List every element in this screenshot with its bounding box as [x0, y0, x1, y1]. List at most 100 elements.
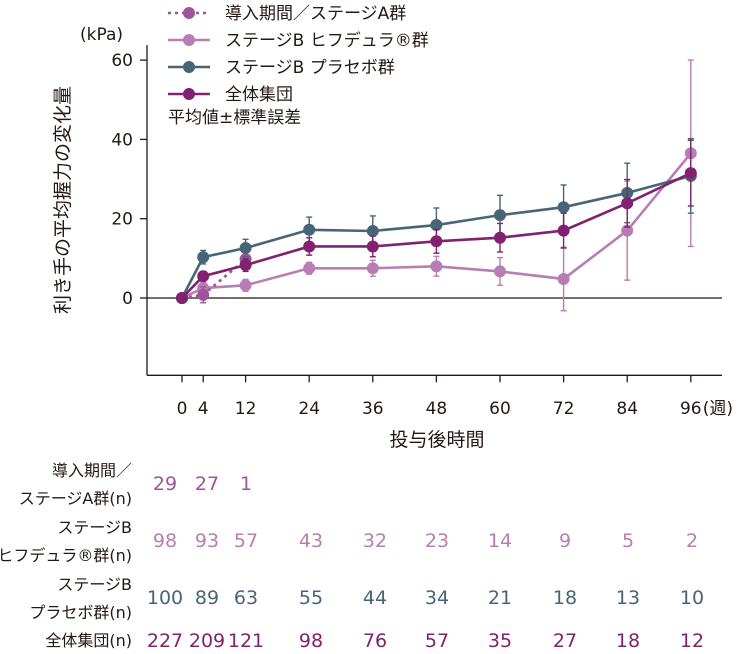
- n-value: 100: [147, 587, 183, 609]
- y-unit-label: (kPa): [80, 25, 123, 45]
- data-point: [494, 231, 506, 244]
- table-row: ステージB ヒフデュラ®群(n) 98 93 57 43 32 23 14 9 5 2: [0, 518, 698, 565]
- n-value: 44: [363, 587, 387, 609]
- n-value: 23: [425, 530, 449, 552]
- data-point: [494, 209, 506, 222]
- data-point: [239, 279, 252, 292]
- data-point: [430, 260, 443, 273]
- legend-label: 全体集団: [225, 85, 293, 105]
- x-tick-label: 72: [553, 399, 575, 419]
- row-label: ヒフデュラ®群(n): [0, 546, 132, 565]
- data-point: [557, 272, 570, 285]
- n-value: 9: [559, 530, 571, 552]
- n-value: 12: [680, 630, 704, 650]
- data-point: [366, 224, 379, 237]
- n-value: 34: [425, 587, 449, 609]
- data-point: [621, 197, 634, 210]
- x-tick-label: 12: [235, 399, 257, 419]
- x-tick-label: 4: [198, 399, 209, 419]
- x-tick-label: 60: [489, 399, 511, 419]
- n-value: 57: [425, 630, 449, 650]
- n-value: 55: [299, 587, 323, 609]
- data-point: [366, 240, 379, 253]
- table-row: ステージB プラセボ群(n) 100 89 63 55 44 34 21 18 13 10: [29, 575, 704, 622]
- data-point: [557, 201, 570, 214]
- plot-area: [176, 59, 697, 312]
- data-point: [366, 262, 379, 275]
- data-point: [494, 265, 506, 278]
- data-point: [303, 240, 316, 253]
- legend-marker: [183, 61, 195, 73]
- series-line: [181, 152, 692, 300]
- series-line: [181, 171, 692, 299]
- n-value: 98: [299, 630, 323, 650]
- x-unit-label: (週): [703, 399, 733, 419]
- y-axis-label: 利き手の平均握力の変化量: [52, 86, 74, 314]
- error-note: 平均値±標準誤差: [168, 108, 301, 128]
- x-tick-label: 48: [426, 399, 448, 419]
- n-value: 5: [622, 530, 634, 552]
- n-value: 29: [153, 473, 177, 495]
- n-value: 35: [488, 630, 512, 650]
- n-value: 121: [228, 630, 264, 650]
- series-2: [176, 137, 697, 304]
- legend-label: 導入期間／ステージA群: [225, 4, 406, 24]
- table-row: 導入期間／ ステージA群(n) 29 27 1: [19, 461, 252, 508]
- x-tick-label: 36: [362, 399, 384, 419]
- n-value: 1: [240, 473, 252, 495]
- data-point: [197, 270, 210, 283]
- data-point: [557, 224, 570, 237]
- n-value: 76: [363, 630, 387, 650]
- n-value: 14: [488, 530, 512, 552]
- n-value: 32: [363, 530, 387, 552]
- n-value: 13: [616, 587, 640, 609]
- table-row: 全体集団(n) 227 209 121 98 76 57 35 27 18 12: [45, 630, 704, 652]
- n-value: 63: [234, 587, 258, 609]
- data-point: [430, 235, 443, 248]
- n-value: 43: [299, 530, 323, 552]
- data-point: [197, 288, 210, 301]
- n-value: 209: [189, 630, 225, 650]
- n-value: 10: [680, 587, 704, 609]
- series-3: [176, 139, 697, 304]
- legend-marker: [183, 34, 195, 46]
- data-point: [239, 242, 252, 255]
- x-tick-label: 24: [298, 399, 320, 419]
- data-point: [176, 292, 188, 304]
- data-point: [303, 262, 316, 275]
- row-label: 導入期間／: [52, 461, 132, 480]
- n-value: 18: [553, 587, 577, 609]
- data-point: [197, 251, 210, 264]
- row-label: 全体集団(n): [45, 631, 132, 650]
- n-value: 89: [195, 587, 219, 609]
- n-value: 227: [147, 630, 183, 650]
- x-tick-label: 96: [680, 399, 702, 419]
- n-value: 27: [195, 473, 219, 495]
- data-point: [430, 219, 443, 232]
- legend-marker: [183, 88, 195, 100]
- n-value: 93: [195, 530, 219, 552]
- x-axis-label: 投与後時間: [389, 429, 484, 451]
- n-value: 57: [234, 530, 258, 552]
- y-tick-label: 40: [111, 130, 133, 150]
- n-value: 2: [686, 530, 698, 552]
- n-value: 21: [488, 587, 512, 609]
- data-point: [239, 259, 252, 272]
- n-value: 98: [153, 530, 177, 552]
- row-label: ステージB: [57, 575, 132, 594]
- y-tick-label: 0: [122, 289, 133, 309]
- n-value: 27: [553, 630, 577, 650]
- y-tick-label: 20: [111, 210, 133, 230]
- data-point: [684, 167, 697, 180]
- series-line: [180, 174, 692, 299]
- y-tick-label: 60: [111, 51, 133, 71]
- data-point: [303, 223, 316, 236]
- row-label: ステージB: [57, 518, 132, 537]
- x-tick-label: 84: [616, 399, 638, 419]
- row-label: ステージA群(n): [19, 489, 132, 508]
- row-label: プラセボ群(n): [29, 603, 132, 622]
